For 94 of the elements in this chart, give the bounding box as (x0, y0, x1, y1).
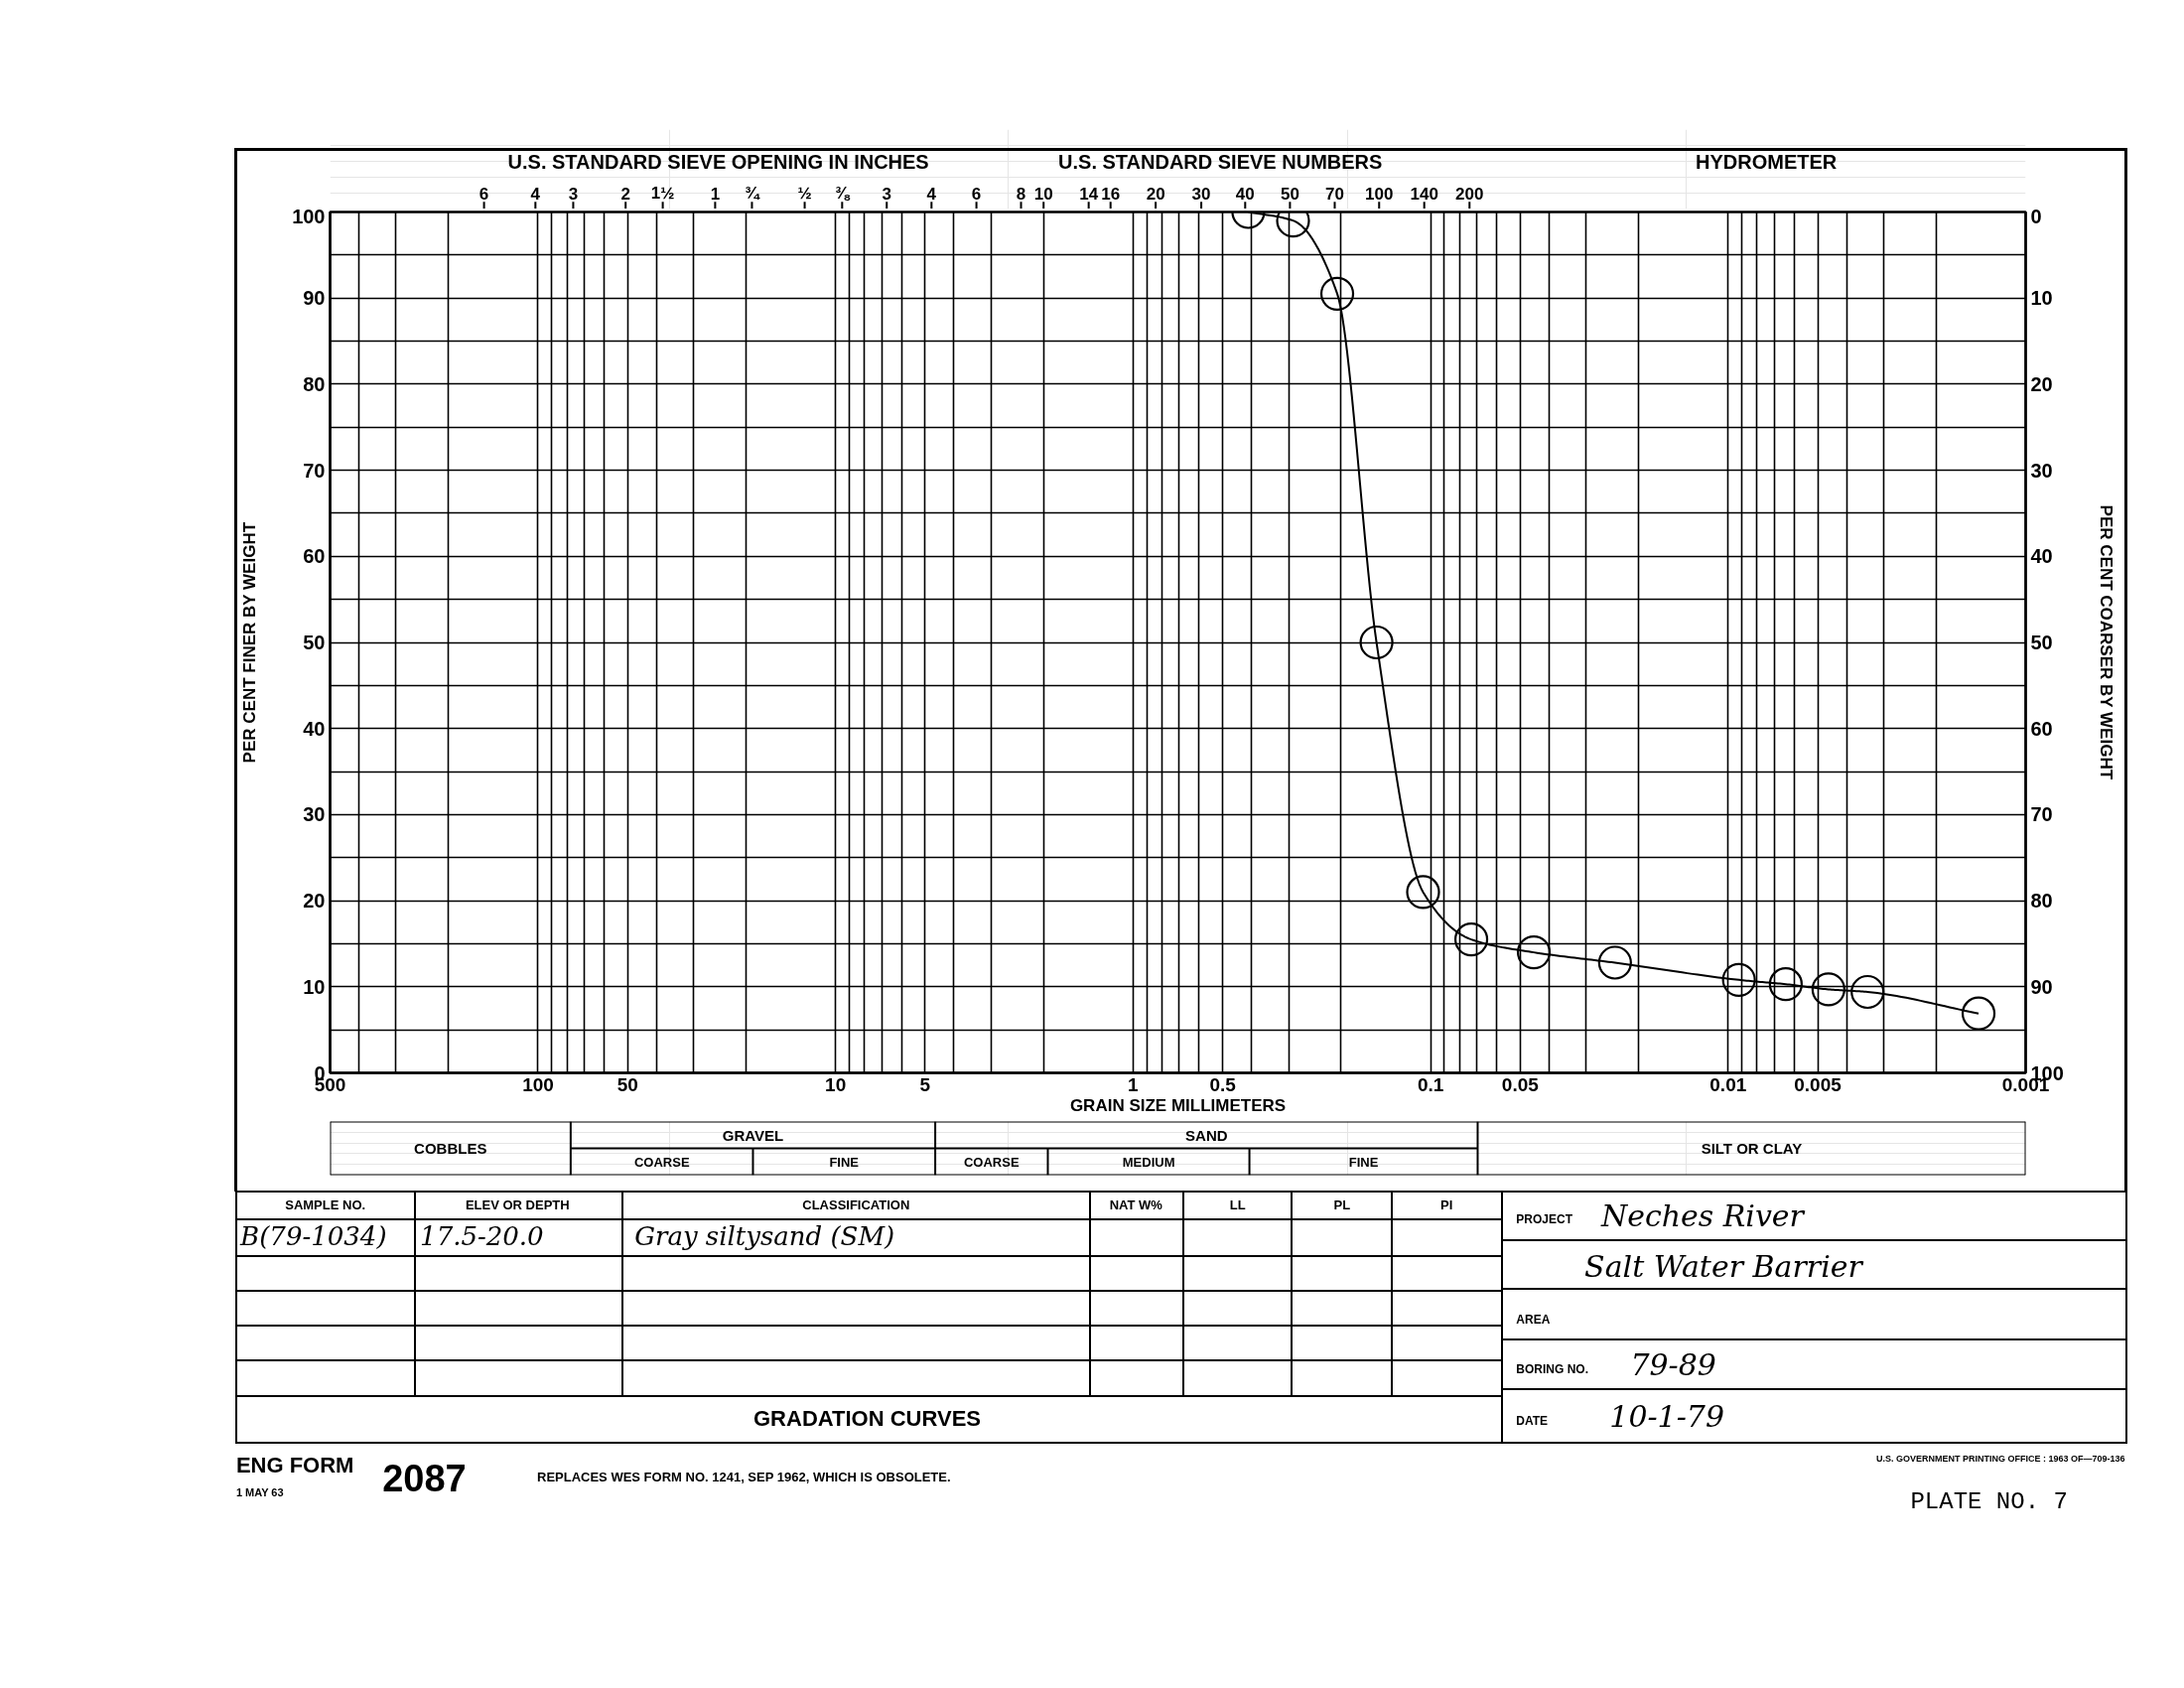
text: 79-89 (1630, 1347, 1716, 1383)
y-tick-label: 50 (303, 632, 326, 653)
text: DATE (1516, 1413, 1549, 1429)
y2-tick-label: 80 (2030, 890, 2053, 913)
text: 4 (926, 184, 937, 204)
x-tick-label: 0.005 (1794, 1073, 1843, 1095)
text: 2087 (382, 1458, 467, 1502)
text: 1 MAY 63 (235, 1485, 284, 1499)
text: 30 (1191, 184, 1211, 204)
text: ENG FORM (235, 1453, 354, 1479)
text: 6 (971, 184, 982, 204)
text: 4 (530, 184, 541, 204)
text: COARSE (963, 1154, 1020, 1170)
text: 100 (1365, 184, 1394, 204)
text: 6 (478, 184, 489, 204)
text: SAND (1185, 1126, 1228, 1144)
text: MEDIUM (1122, 1154, 1175, 1170)
text: U.S. STANDARD SIEVE NUMBERS (1058, 150, 1383, 173)
y-tick-label: 90 (303, 287, 326, 310)
text: LL (1229, 1196, 1246, 1213)
y2-tick-label: 90 (2030, 975, 2053, 998)
text: 16 (1101, 184, 1121, 204)
y2-axis-title: PER CENT COARSER BY WEIGHT (2096, 504, 2116, 780)
y2-tick-label: 40 (2030, 545, 2053, 568)
text: ELEV OR DEPTH (465, 1196, 570, 1213)
y-tick-label: 100 (292, 205, 326, 227)
text: 70 (1325, 184, 1344, 204)
text: CLASSIFICATION (802, 1196, 910, 1213)
x-tick-label: 0.1 (1417, 1073, 1444, 1095)
text: 8 (1016, 184, 1026, 204)
y-tick-label: 60 (303, 545, 326, 568)
x-tick-label: 0.5 (1209, 1073, 1237, 1095)
text: REPLACES WES FORM NO. 1241, SEP 1962, WHICH IS OBSOLETE. (537, 1469, 951, 1485)
y2-tick-label: 60 (2030, 717, 2053, 740)
x-tick-label: 0.05 (1501, 1073, 1540, 1095)
text: Salt Water Barrier (1584, 1248, 1862, 1284)
y-axis-title: PER CENT FINER BY WEIGHT (240, 521, 260, 764)
text: 14 (1079, 184, 1099, 204)
y-tick-label: 10 (303, 975, 326, 998)
text: 1 (710, 184, 721, 204)
text: 40 (1235, 184, 1255, 204)
text: Neches River (1600, 1197, 1804, 1234)
y-tick-label: 30 (303, 803, 326, 826)
text: 17.5-20.0 (420, 1221, 544, 1253)
x-tick-label: 100 (522, 1073, 554, 1095)
text: 10-1-79 (1609, 1399, 1725, 1435)
text: PI (1440, 1196, 1453, 1213)
text: HYDROMETER (1696, 150, 1838, 173)
text: 140 (1410, 184, 1438, 204)
text: PL (1333, 1196, 1351, 1213)
text: 20 (1146, 184, 1165, 204)
text: 50 (1280, 184, 1299, 204)
text: ½ (797, 184, 812, 203)
y2-tick-label: 50 (2030, 632, 2053, 653)
text: FINE (1348, 1154, 1379, 1170)
text: 10 (1033, 184, 1053, 204)
y2-tick-label: 70 (2030, 803, 2053, 826)
y-tick-label: 70 (303, 459, 326, 482)
x-tick-label: 10 (825, 1073, 847, 1095)
y-tick-label: 40 (303, 717, 326, 740)
text: 3 (568, 184, 579, 204)
x-tick-label: 0.01 (1709, 1073, 1747, 1095)
y-tick-label: 20 (303, 890, 326, 913)
y2-tick-label: 20 (2030, 372, 2053, 395)
text: 1½ (650, 184, 675, 203)
x-tick-label: 1 (1128, 1073, 1140, 1095)
y-tick-label: 80 (303, 372, 326, 395)
text: 2 (620, 184, 630, 204)
text: 200 (1455, 184, 1484, 204)
text: PLATE NO. 7 (1910, 1488, 2068, 1516)
text: ¾ (745, 184, 761, 203)
text: AREA (1516, 1313, 1551, 1329)
text: FINE (829, 1154, 860, 1170)
text: COARSE (633, 1154, 690, 1170)
text: GRAVEL (722, 1126, 784, 1144)
text: COBBLES (414, 1140, 487, 1157)
text: SAMPLE NO. (285, 1196, 366, 1213)
text: BORING NO. (1516, 1361, 1588, 1377)
text: U.S. STANDARD SIEVE OPENING IN INCHES (507, 150, 929, 173)
text: NAT W% (1109, 1196, 1162, 1213)
x-axis-title: GRAIN SIZE MILLIMETERS (1069, 1095, 1287, 1115)
text: U.S. GOVERNMENT PRINTING OFFICE : 1963 OF—709-136 (1875, 1454, 2125, 1465)
text: GRADATION CURVES (753, 1406, 981, 1432)
text: 3 (882, 184, 891, 204)
text: ⅜ (835, 184, 852, 203)
text: B(79-1034) (240, 1221, 387, 1253)
y2-tick-label: 10 (2030, 287, 2053, 310)
y2-tick-label: 30 (2030, 459, 2053, 482)
text: SILT OR CLAY (1701, 1140, 1803, 1157)
x-tick-label: 50 (616, 1073, 638, 1095)
y2-tick-label: 0 (2030, 205, 2042, 227)
text: PROJECT (1516, 1212, 1572, 1228)
text: Gray siltysand (SM) (634, 1221, 895, 1253)
x-tick-label: 5 (919, 1073, 931, 1095)
